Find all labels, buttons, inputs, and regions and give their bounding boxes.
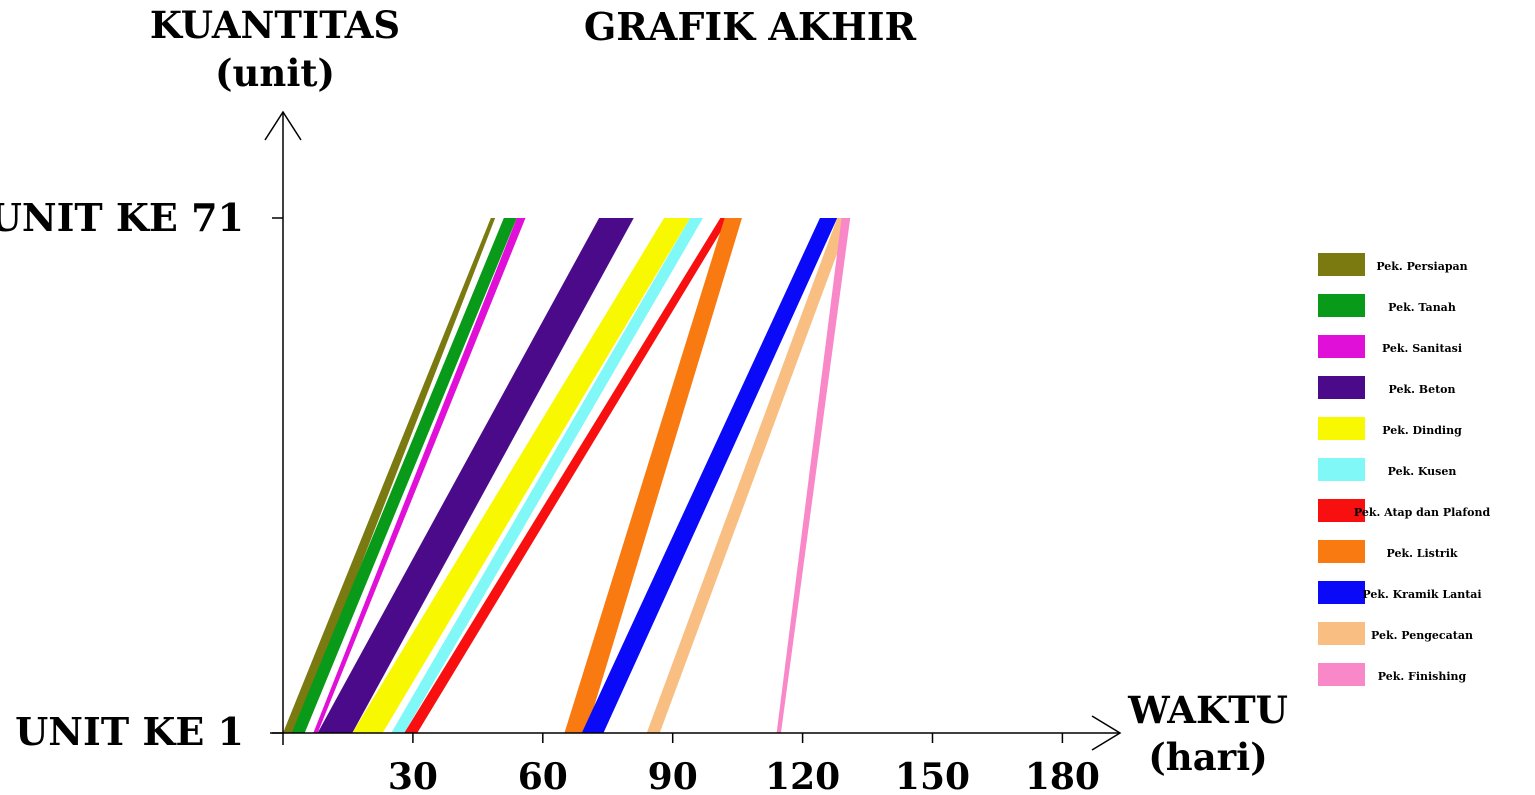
band-pek-sanitasi — [313, 218, 526, 733]
band-pek-listrik — [564, 218, 742, 733]
legend-swatch-pek-persiapan — [1318, 253, 1365, 276]
legend-label-pek-tanah: Pek. Tanah — [1388, 301, 1456, 314]
axes — [264, 110, 1122, 751]
legend-swatch-pek-finishing — [1318, 663, 1365, 686]
x-tick-labels: 30 60 90 120 150 180 — [388, 733, 1100, 795]
legend-label-pek-finishing: Pek. Finishing — [1378, 670, 1467, 683]
band-pek-pengecatan — [646, 218, 851, 733]
band-pek-dinding — [352, 218, 691, 733]
x-tick-label-120: 120 — [765, 756, 840, 795]
band-pek-tanah — [291, 218, 517, 733]
x-tick-label-180: 180 — [1025, 756, 1100, 795]
legend-swatch-pek-listrik — [1318, 540, 1365, 563]
band-pek-atap-dan-plafond — [404, 218, 729, 733]
legend-label-pek-listrik: Pek. Listrik — [1386, 547, 1457, 560]
legend-swatch-pek-atap-dan-plafond — [1318, 499, 1365, 522]
band-pek-kusen — [391, 218, 704, 733]
y-category-label-top: UNIT KE 71 — [0, 195, 244, 240]
legend-label-pek-sanitasi: Pek. Sanitasi — [1382, 342, 1462, 355]
legend-swatch-pek-beton — [1318, 376, 1365, 399]
x-tick-label-150: 150 — [895, 756, 970, 795]
band-pek-finishing — [776, 218, 851, 733]
legend: Pek. Persiapan Pek. Tanah Pek. Sanitasi Pek… — [1318, 253, 1490, 686]
legend-swatch-pek-kusen — [1318, 458, 1365, 481]
legend-label-pek-beton: Pek. Beton — [1389, 383, 1456, 396]
band-pek-beton — [317, 218, 634, 733]
chart-title: GRAFIK AKHIR — [584, 4, 917, 49]
x-tick-label-30: 30 — [388, 756, 438, 795]
band-pek-kramik-lantai — [581, 218, 838, 733]
legend-swatch-pek-pengecatan — [1318, 622, 1365, 645]
y-category-label-bottom: UNIT KE 1 — [15, 709, 244, 754]
legend-swatch-pek-sanitasi — [1318, 335, 1365, 358]
legend-label-pek-persiapan: Pek. Persiapan — [1376, 260, 1467, 273]
legend-swatch-pek-tanah — [1318, 294, 1365, 317]
legend-label-pek-pengecatan: Pek. Pengecatan — [1371, 629, 1473, 642]
legend-label-pek-kusen: Pek. Kusen — [1388, 465, 1457, 478]
x-tick-label-60: 60 — [518, 756, 568, 795]
legend-label-pek-dinding: Pek. Dinding — [1382, 424, 1462, 437]
y-axis-label-line1: KUANTITAS — [150, 3, 400, 47]
legend-swatch-pek-kramik-lantai — [1318, 581, 1365, 604]
y-axis-arrow — [264, 110, 302, 141]
y-axis-label-line2: (unit) — [215, 51, 335, 95]
legend-swatch-pek-dinding — [1318, 417, 1365, 440]
x-axis-arrow — [1091, 715, 1122, 751]
x-tick-label-90: 90 — [648, 756, 698, 795]
x-axis-label-line1: WAKTU — [1127, 688, 1288, 732]
legend-label-pek-kramik-lantai: Pek. Kramik Lantai — [1362, 588, 1481, 601]
activity-bands — [283, 218, 851, 733]
x-axis-label-line2: (hari) — [1148, 735, 1267, 779]
band-pek-persiapan — [283, 218, 496, 733]
legend-label-pek-atap-dan-plafond: Pek. Atap dan Plafond — [1354, 506, 1491, 519]
